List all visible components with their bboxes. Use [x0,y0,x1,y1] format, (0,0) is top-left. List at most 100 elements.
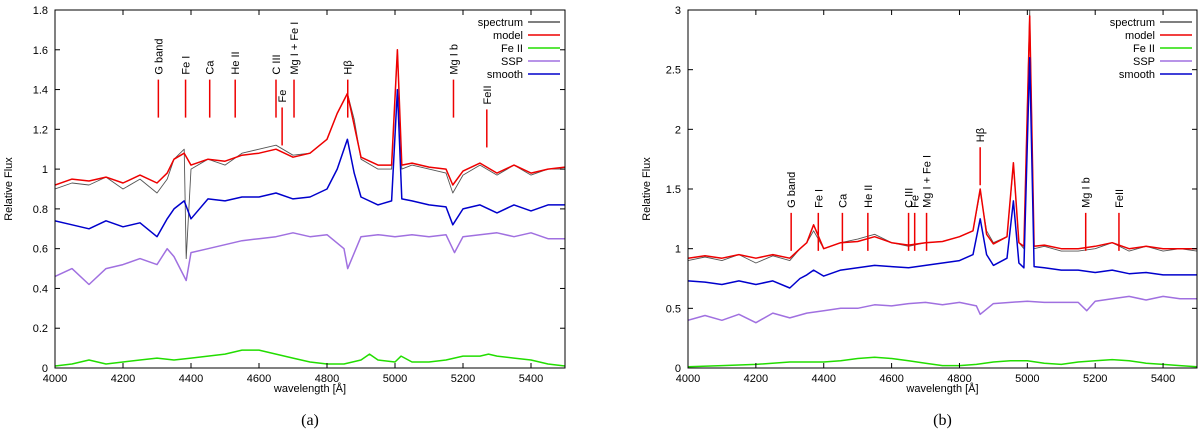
legend-label: spectrum [1110,17,1155,29]
line-marker-label: Hβ [975,128,987,142]
x-tick-label: 4400 [179,373,203,385]
series-line-spectrum [688,10,1197,264]
legend-item-smooth: smooth [487,69,560,81]
line-marker-h: Hβ [975,128,987,186]
x-tick-label: 5200 [451,373,475,385]
line-marker-label: FeII [482,85,494,104]
x-axis-label: wavelength [Å] [905,382,978,395]
y-tick-label: 3 [675,5,681,17]
x-tick-label: 5200 [1083,373,1107,385]
line-marker-label: Mg I + Fe I [922,155,934,208]
legend-item-smooth: smooth [1119,69,1192,81]
legend-item-ssp: SSP [501,56,560,68]
y-tick-label: 1.6 [33,45,48,57]
x-tick-label: 5000 [383,373,407,385]
x-tick-label: 4600 [247,373,271,385]
line-marker-he-ii: He II [863,185,875,251]
line-marker-ca: Ca [205,60,217,118]
line-marker-label: Fe I [813,189,825,208]
line-marker-ca: Ca [837,193,849,251]
legend-item-fe-ii: Fe II [501,43,560,55]
x-axis-label: wavelength [Å] [273,382,346,395]
y-tick-label: 1.4 [33,85,48,97]
y-tick-label: 0.2 [33,323,48,335]
line-marker-label: He II [230,51,242,74]
y-tick-label: 1.8 [33,5,48,17]
x-tick-label: 4000 [43,373,67,385]
y-tick-label: 2.5 [666,65,681,77]
series-line-fe-ii [688,356,1197,368]
line-marker-label: G band [153,39,165,75]
x-tick-label: 4600 [879,373,903,385]
line-marker-h: Hβ [343,60,355,118]
line-marker-mg-i-fe-i: Mg I + Fe I [922,155,934,251]
line-marker-label: Hβ [343,60,355,74]
y-tick-label: 0.5 [666,303,681,315]
legend-item-model: model [1125,30,1192,42]
legend-label: spectrum [478,17,523,29]
series-line-smooth [55,88,565,238]
legend-label: Fe II [1133,43,1155,55]
panel-b: 4000 4200 4400 4600 4800 5000 5200 5400 0 0.5 1 1.5… [641,5,1198,429]
line-marker-fe-i: Fe I [813,189,825,251]
line-marker-mg-i-b: Mg I b [448,44,460,118]
series-line-ssp [55,232,565,286]
y-tick-label: 0 [42,363,48,375]
y-tick-label: 1.2 [33,124,48,136]
series-line-ssp [688,295,1197,324]
x-tick-label: 4200 [744,373,768,385]
line-marker-mg-i-b: Mg I b [1081,177,1093,251]
plot-frame [54,9,566,369]
x-tick-label: 4800 [947,373,971,385]
y-tick-label: 0.6 [33,244,48,256]
x-tick-label: 4800 [315,373,339,385]
line-marker-fe: Fe [910,195,922,251]
legend-label: model [1125,30,1155,42]
plot-area [688,10,1197,368]
line-marker-label: Mg I b [448,44,460,75]
x-tick-label: 4000 [676,373,700,385]
line-marker-label: Ca [205,60,217,75]
line-marker-label: C III [271,54,283,74]
legend-label: SSP [501,56,523,68]
line-marker-label: Mg I b [1081,177,1093,208]
line-marker-c-iii: C III [271,54,283,118]
y-tick-label: 2 [675,124,681,136]
line-marker-feii: FeII [1114,189,1126,251]
y-tick-label: 1 [42,164,48,176]
legend-label: smooth [1119,69,1155,81]
line-marker-fe-i: Fe I [181,56,193,118]
line-marker-label: He II [863,185,875,208]
line-marker-he-ii: He II [230,51,242,118]
series-line-fe-ii [55,349,565,367]
x-tick-label: 5400 [519,373,543,385]
y-tick-label: 0 [675,363,681,375]
y-tick-label: 0.8 [33,204,48,216]
line-marker-g-band: G band [153,39,165,118]
legend-item-fe-ii: Fe II [1133,43,1192,55]
y-axis-label: Relative Flux [3,157,15,221]
series-line-model [688,15,1197,259]
legend-label: SSP [1133,56,1155,68]
x-tick-label: 4400 [811,373,835,385]
line-marker-label: G band [786,172,798,208]
y-axis-label: Relative Flux [641,157,653,221]
line-marker-label: Fe I [181,56,193,75]
plot-area [55,49,565,367]
legend-item-model: model [493,30,560,42]
series-line-spectrum [55,49,565,260]
x-tick-label: 5000 [1015,373,1039,385]
series-line-model [55,49,565,186]
y-tick-label: 0.4 [33,283,48,295]
panel-label: (a) [301,412,319,429]
line-marker-mg-i-fe-i: Mg I + Fe I [289,22,301,118]
line-marker-label: Mg I + Fe I [289,22,301,75]
line-marker-label: FeII [1114,189,1126,208]
legend-item-spectrum: spectrum [478,17,560,29]
line-marker-label: C III [904,188,916,208]
legend-label: Fe II [501,43,523,55]
line-marker-c-iii: C III [904,188,916,251]
panel-a: 4000 4200 4400 4600 4800 5000 5200 5400 0 0.2 0.4 0… [3,5,566,429]
